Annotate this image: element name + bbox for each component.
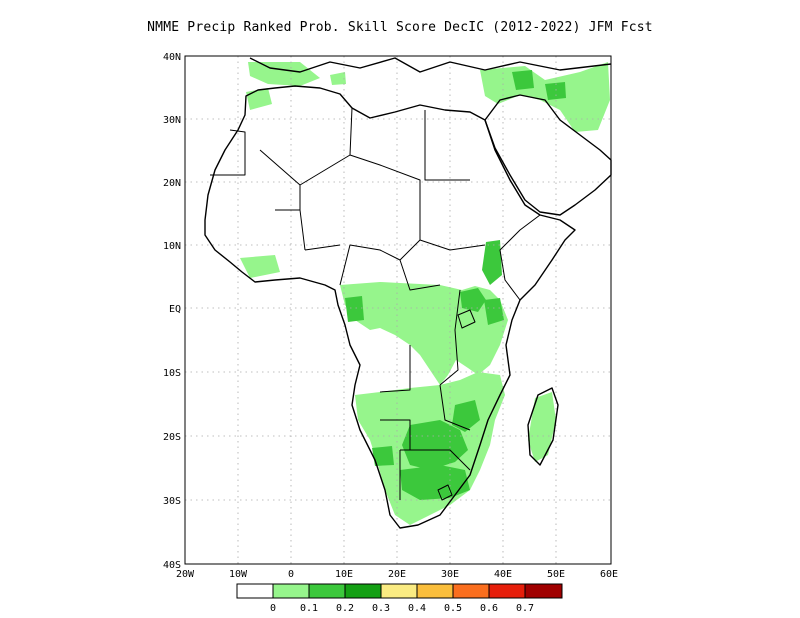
lat-label: 40S [163, 560, 181, 571]
colorbar-swatch [236, 583, 274, 599]
skill-patch-east-africa [460, 288, 486, 312]
skill-patch-northwest-coast [248, 62, 320, 86]
colorbar-label: 0.1 [300, 603, 318, 614]
colorbar-swatch [488, 583, 526, 599]
country-borders [210, 107, 541, 500]
colorbar-swatch [344, 583, 382, 599]
skill-patch-gabon [345, 296, 364, 322]
skill-patch-levant [480, 62, 610, 132]
colorbar-label: 0.3 [372, 603, 390, 614]
longitude-labels: 20W 10W 0 10E 20E 30E 40E 50E 60E [176, 569, 618, 580]
lon-label: 10W [229, 569, 248, 580]
skill-patch-libya-coast [330, 72, 346, 85]
map-title: NMME Precip Ranked Prob. Skill Score Dec… [147, 20, 653, 35]
lesotho-border [437, 484, 453, 501]
skill-patch-morocco [246, 88, 272, 110]
colorbar-label: 0.4 [408, 603, 426, 614]
lat-label: 10N [163, 241, 181, 252]
colorbar-swatch [416, 583, 454, 599]
lon-label: 10E [335, 569, 353, 580]
lat-label: 40N [163, 52, 181, 63]
skill-patch-south-africa [400, 465, 470, 500]
colorbar-label: 0.2 [336, 603, 354, 614]
skill-patch-levant-mid [512, 70, 534, 90]
colorbar-label: 0.6 [480, 603, 498, 614]
lon-label: 20W [176, 569, 195, 580]
lat-label: 20N [163, 178, 181, 189]
skill-patch-madagascar [528, 392, 556, 462]
skill-patch-zambia [402, 420, 468, 470]
lat-label: 30N [163, 115, 181, 126]
lat-label: EQ [169, 304, 181, 315]
colorbar-label: 0.7 [516, 603, 534, 614]
skill-patch-mozambique [452, 400, 480, 432]
skill-patch-iran [545, 82, 566, 100]
madagascar-coastline [527, 387, 559, 466]
colorbar-swatch [272, 583, 310, 599]
lon-label: 0 [288, 569, 294, 580]
colorbar-swatch [524, 583, 563, 599]
lon-label: 20E [388, 569, 406, 580]
colorbar-swatch [380, 583, 418, 599]
coastlines [204, 57, 612, 529]
colorbar-label: 0 [270, 603, 276, 614]
lat-label: 30S [163, 496, 181, 507]
africa-coastline [204, 85, 576, 529]
lat-label: 20S [163, 432, 181, 443]
lake-victoria [457, 309, 476, 329]
lon-label: 30E [441, 569, 459, 580]
colorbar-swatch [308, 583, 346, 599]
graticule [185, 56, 611, 564]
colorbar-swatch [452, 583, 490, 599]
colorbar-label: 0.5 [444, 603, 462, 614]
latitude-labels: 40N 30N 20N 10N EQ 10S 20S 30S 40S [163, 52, 181, 571]
skill-patch-botswana [372, 446, 394, 466]
lat-label: 10S [163, 368, 181, 379]
skill-patch-west-africa [240, 255, 280, 278]
lon-label: 50E [547, 569, 565, 580]
europe-coastline [249, 57, 612, 73]
colorbar: 0 0.1 0.2 0.3 0.4 0.5 0.6 0.7 [236, 583, 563, 614]
lon-label: 60E [600, 569, 618, 580]
skill-patch-east-horn [482, 240, 502, 285]
map-frame [184, 55, 612, 565]
lon-label: 40E [494, 569, 512, 580]
skill-patch-uganda [484, 298, 504, 325]
